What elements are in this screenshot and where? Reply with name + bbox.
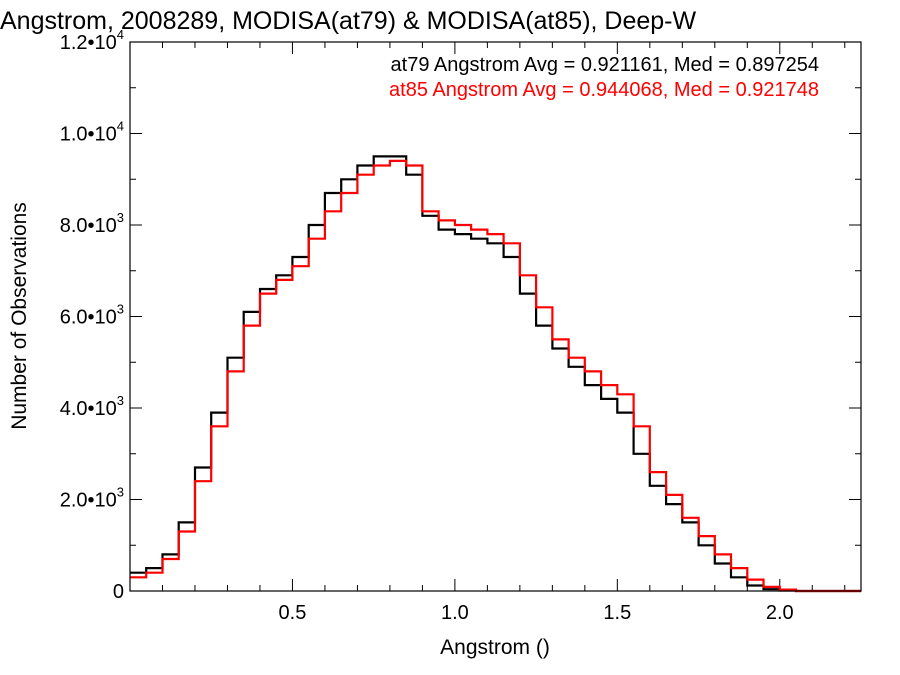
- y-tick-label: 4.0•103: [60, 393, 124, 420]
- x-tick-label: 2.0: [766, 602, 794, 624]
- stat-annotation: at79 Angstrom Avg = 0.921161, Med = 0.89…: [391, 54, 819, 76]
- y-tick-label: 2.0•103: [60, 485, 124, 512]
- series-line-red: [130, 159, 861, 593]
- y-tick-label: 1.2•104: [60, 27, 124, 54]
- y-axis-label: Number of Observations: [8, 202, 31, 430]
- y-axis: 0 2.0•103 4.0•103 6.0•103 8.0•103 1.0•104 1.2•…: [60, 27, 861, 603]
- plot-series: [130, 155, 861, 593]
- stat-annotation: at85 Angstrom Avg = 0.944068, Med = 0.92…: [389, 79, 819, 101]
- series-line-black: [130, 155, 861, 593]
- chart-title: Angstrom, 2008289, MODISA(at79) & MODISA…: [0, 7, 696, 35]
- stat-annotations: at79 Angstrom Avg = 0.921161, Med = 0.89…: [389, 54, 819, 101]
- plot-frame: [129, 41, 862, 592]
- y-tick-label: 1.0•104: [60, 119, 124, 146]
- y-tick-label: 6.0•103: [60, 302, 124, 329]
- x-tick-label: 0.5: [279, 602, 307, 624]
- y-tick-label: 8.0•103: [60, 210, 124, 237]
- y-tick-label: 0: [113, 581, 124, 603]
- x-tick-label: 1.5: [603, 602, 631, 624]
- x-tick-label: 1.0: [441, 602, 469, 624]
- x-axis-label: Angstrom (): [440, 636, 550, 659]
- x-axis: 0.5 1.0 1.5 2.0: [161, 42, 846, 624]
